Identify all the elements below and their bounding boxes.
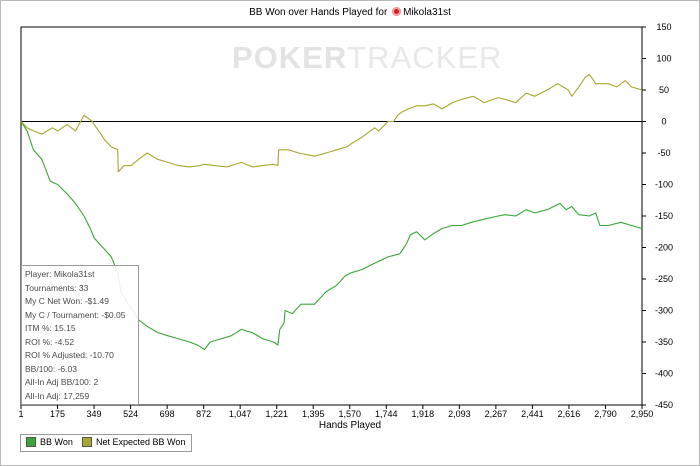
y-tick-label: -350 (655, 337, 673, 347)
x-tick-label: 1,047 (229, 409, 252, 419)
x-tick-label: 349 (87, 409, 102, 419)
chart-legend: BB Won Net Expected BB Won (20, 434, 192, 452)
y-tick-label: 50 (659, 85, 669, 95)
y-tick-label: -100 (655, 180, 673, 190)
series-line-bb-won (20, 121, 643, 351)
x-tick-label: 175 (50, 409, 65, 419)
x-tick-label: 2,616 (558, 409, 581, 419)
y-tick-label: -450 (655, 400, 673, 410)
y-tick-label: -300 (655, 306, 673, 316)
stat-per-tournament: My C / Tournament: -$0.05 (25, 309, 126, 320)
x-tick-label: 1,918 (412, 409, 435, 419)
stat-allin-adj: All-In Adj: 17,259 (25, 390, 90, 401)
stat-roi: ROI %: -4.52 (25, 336, 75, 347)
x-tick-label: 2,441 (521, 409, 544, 419)
stat-roi-adjusted: ROI % Adjusted: -10.70 (25, 350, 114, 360)
y-tick-label: 150 (656, 22, 671, 32)
y-tick-label: -150 (655, 211, 673, 221)
series-line-net-expected-bb-won (20, 73, 643, 173)
x-axis-label: Hands Played (318, 420, 382, 431)
x-tick-label: 1,221 (265, 409, 288, 419)
x-tick-label: 524 (123, 409, 138, 419)
y-tick-label: -400 (655, 369, 673, 379)
legend-label-bb-won: BB Won (40, 437, 73, 447)
y-tick-label: 0 (661, 117, 666, 127)
x-tick-label: 1 (18, 409, 23, 419)
legend-item-bb-won[interactable]: BB Won (26, 437, 73, 447)
y-tick-label: -200 (655, 243, 673, 253)
x-tick-label: 2,267 (485, 409, 508, 419)
x-tick-label: 1,744 (375, 409, 398, 419)
chart-title-prefix: BB Won over Hands Played for (249, 7, 388, 18)
x-tick-label: 698 (160, 409, 175, 419)
x-tick-label: 2,790 (594, 409, 617, 419)
legend-swatch-net-expected (82, 437, 92, 447)
legend-swatch-bb-won (26, 437, 36, 447)
stat-allin-bb100: All-In Adj BB/100: 2 (25, 377, 99, 387)
watermark-bold: POKER (232, 40, 348, 75)
stat-itm: ITM %: 15.15 (25, 323, 76, 333)
chart-title-player: Mikola31st (403, 7, 451, 18)
x-tick-label: 1,570 (338, 409, 361, 419)
x-tick-label: 2,093 (448, 409, 471, 419)
x-tick-label: 872 (196, 409, 211, 419)
stat-tournaments: Tournaments: 33 (25, 282, 89, 293)
stat-bb100: BB/100: -6.03 (25, 363, 77, 374)
player-stats-box: Player: Mikola31st Tournaments: 33 My C … (21, 265, 139, 405)
y-tick-label: -50 (657, 148, 670, 158)
pokertracker-watermark: POKERTRACKER (232, 40, 502, 76)
x-tick-label: 2,950 (631, 409, 654, 419)
stat-player: Player: Mikola31st (25, 269, 95, 279)
legend-label-net-expected: Net Expected BB Won (96, 437, 186, 447)
legend-item-net-expected[interactable]: Net Expected BB Won (82, 437, 185, 447)
x-tick-label: 1,395 (302, 409, 325, 419)
y-tick-label: -250 (655, 274, 673, 284)
poker-chip-icon (392, 7, 402, 16)
stat-net-won: My C Net Won: -$1.49 (25, 296, 109, 306)
chart-title: BB Won over Hands Played for Mikola31st (0, 7, 700, 18)
watermark-light: TRACKER (347, 40, 503, 75)
y-tick-label: 100 (656, 54, 671, 64)
